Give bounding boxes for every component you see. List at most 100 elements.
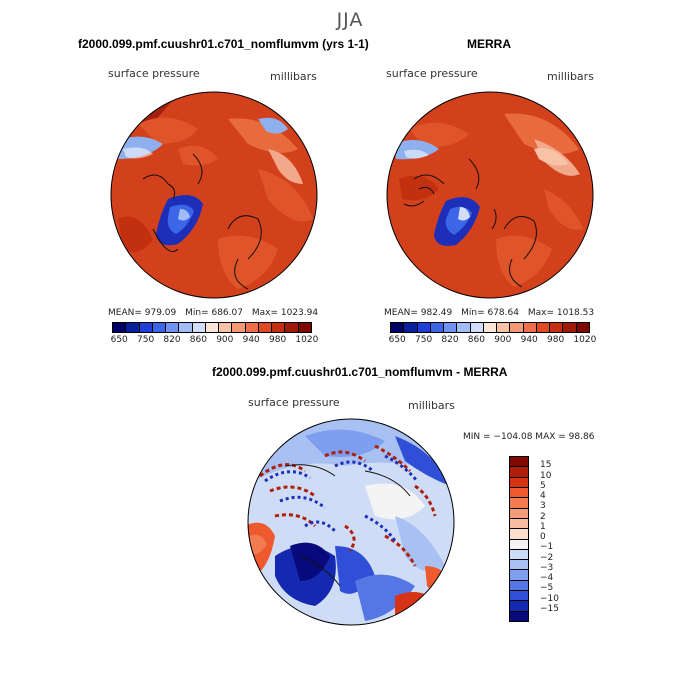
colorbar-swatch (510, 549, 528, 561)
colorbar-tick-label: 15 (540, 460, 552, 471)
colorbar-swatch (510, 498, 528, 509)
colorbar-tick-label: 750 (137, 335, 155, 345)
colorbar-swatch (179, 323, 193, 332)
colorbar-swatch (113, 323, 127, 332)
panel-3-colorbar (509, 456, 529, 622)
colorbar-swatch (483, 323, 498, 332)
colorbar-swatch (152, 323, 167, 332)
panel-1-colorbar (112, 322, 312, 333)
colorbar-swatch (391, 323, 405, 332)
panel-1-variable-label: surface pressure (108, 67, 200, 80)
colorbar-tick-label: 650 (388, 335, 406, 345)
panel-2-stats: MEAN= 982.49 Min= 678.64 Max= 1018.53 (384, 308, 600, 318)
colorbar-swatch (510, 601, 528, 612)
colorbar-tick-label: 1020 (573, 335, 597, 345)
colorbar-tick-label: −10 (540, 593, 559, 604)
colorbar-swatch (417, 323, 431, 332)
colorbar-swatch (510, 580, 528, 592)
panel-1-mean: MEAN= 979.09 (108, 308, 177, 318)
panel-2-variable-label: surface pressure (386, 67, 478, 80)
colorbar-tick-label: 0 (540, 532, 546, 542)
colorbar-swatch (126, 323, 140, 332)
panel-1-title: f2000.099.pmf.cuushr01.c701_nomflumvm (y… (78, 37, 369, 51)
colorbar-tick-label: 10 (540, 470, 552, 481)
colorbar-swatch (550, 323, 564, 332)
panel-1-min: Min= 686.07 (185, 308, 243, 318)
colorbar-tick-label: 750 (415, 335, 433, 345)
colorbar-tick-label: 1020 (295, 335, 319, 345)
colorbar-tick-label: −4 (540, 573, 554, 583)
colorbar-tick-label: 650 (110, 335, 128, 345)
panel-2-units-label: millibars (547, 70, 594, 83)
panel-2-max: Max= 1018.53 (527, 308, 595, 318)
panel-1-max: Max= 1023.94 (251, 308, 319, 318)
colorbar-swatch (510, 457, 528, 468)
colorbar-swatch (563, 323, 577, 332)
colorbar-swatch (232, 323, 246, 332)
colorbar-tick-label: 820 (163, 335, 181, 345)
colorbar-swatch (457, 323, 471, 332)
colorbar-tick-label: 940 (242, 335, 260, 345)
colorbar-tick-label: 1 (540, 521, 546, 532)
panel-1-stats: MEAN= 979.09 Min= 686.07 Max= 1023.94 (108, 308, 324, 318)
panel-3-minmax: MIN = −104.08 MAX = 98.86 (463, 432, 595, 442)
colorbar-swatch (272, 323, 286, 332)
panel-2-min: Min= 678.64 (461, 308, 519, 318)
colorbar-swatch (510, 539, 528, 550)
colorbar-swatch (245, 323, 259, 332)
colorbar-swatch (205, 323, 220, 332)
colorbar-tick-label: 860 (467, 335, 485, 345)
panel-2-colorbar (390, 322, 590, 333)
colorbar-swatch (510, 560, 528, 571)
colorbar-swatch (285, 323, 299, 332)
colorbar-swatch (576, 323, 589, 332)
colorbar-tick-label: −1 (540, 542, 554, 553)
colorbar-swatch (510, 477, 528, 488)
colorbar-swatch (510, 611, 528, 621)
colorbar-swatch (510, 529, 528, 540)
colorbar-swatch (166, 323, 180, 332)
colorbar-swatch (510, 518, 528, 530)
panel-3-units-label: millibars (408, 399, 455, 412)
colorbar-swatch (470, 323, 484, 332)
colorbar-swatch (219, 323, 233, 332)
colorbar-swatch (139, 323, 153, 332)
colorbar-tick-label: 3 (540, 501, 546, 512)
panel-3-variable-label: surface pressure (248, 396, 340, 409)
colorbar-swatch (523, 323, 537, 332)
colorbar-swatch (444, 323, 458, 332)
colorbar-tick-label: 900 (494, 335, 512, 345)
colorbar-swatch (536, 323, 551, 332)
colorbar-tick-label: −2 (540, 552, 554, 563)
colorbar-swatch (258, 323, 273, 332)
colorbar-tick-label: 860 (189, 335, 207, 345)
colorbar-tick-label: 5 (540, 480, 546, 491)
colorbar-tick-label: −3 (540, 562, 554, 573)
season-title: JJA (336, 9, 364, 31)
panel-2-title: MERRA (467, 37, 511, 51)
colorbar-swatch (192, 323, 206, 332)
panel-2-mean: MEAN= 982.49 (384, 308, 453, 318)
colorbar-swatch (510, 570, 528, 581)
colorbar-swatch (510, 323, 524, 332)
colorbar-swatch (510, 508, 528, 519)
panel-1-units-label: millibars (270, 70, 317, 83)
panel-2-polar-map (386, 91, 594, 299)
colorbar-swatch (510, 467, 528, 478)
colorbar-tick-label: 980 (547, 335, 565, 345)
colorbar-tick-label: 2 (540, 511, 546, 522)
colorbar-swatch (510, 591, 528, 602)
colorbar-swatch (298, 323, 311, 332)
colorbar-tick-label: −5 (540, 583, 554, 594)
colorbar-tick-label: 4 (540, 491, 546, 501)
colorbar-swatch (497, 323, 511, 332)
panel-3-polar-map (247, 418, 455, 626)
colorbar-tick-label: 820 (441, 335, 459, 345)
colorbar-tick-label: 940 (520, 335, 538, 345)
colorbar-tick-label: 900 (216, 335, 234, 345)
panel-1-polar-map (110, 91, 318, 299)
colorbar-swatch (404, 323, 418, 332)
colorbar-swatch (430, 323, 445, 332)
panel-3-title: f2000.099.pmf.cuushr01.c701_nomflumvm - … (212, 365, 508, 379)
colorbar-tick-label: −15 (540, 603, 559, 614)
